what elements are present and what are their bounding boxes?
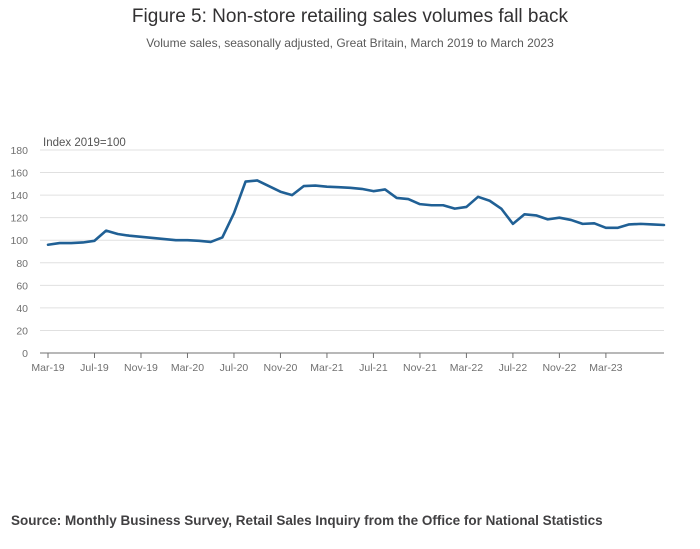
data-point (69, 241, 73, 245)
data-point (499, 207, 503, 211)
data-point (650, 222, 654, 226)
data-point (220, 235, 224, 239)
x-tick-label: Mar-21 (310, 362, 343, 374)
data-point (209, 240, 213, 244)
data-point (151, 236, 155, 240)
data-point (139, 235, 143, 239)
x-tick-label: Mar-19 (31, 362, 64, 374)
data-point (325, 185, 329, 189)
source-note: Source: Monthly Business Survey, Retail … (11, 513, 603, 528)
y-tick-label: 40 (16, 303, 28, 315)
data-point (604, 226, 608, 230)
data-point (174, 238, 178, 242)
series-layer (46, 178, 666, 247)
x-tick-label: Mar-20 (171, 362, 204, 374)
data-point (627, 222, 631, 226)
data-point (81, 240, 85, 244)
data-point (46, 243, 50, 247)
data-point (348, 186, 352, 190)
data-point (232, 211, 236, 215)
x-tick-label: Jul-19 (80, 362, 109, 374)
data-point (441, 203, 445, 207)
x-tick-label: Nov-21 (403, 362, 437, 374)
series-line-non-store-retailing (46, 179, 666, 247)
y-tick-label: 0 (22, 348, 28, 360)
data-point (569, 218, 573, 222)
data-point (639, 222, 643, 226)
data-point (371, 189, 375, 193)
data-point (337, 185, 341, 189)
y-axis-unit-label: Index 2019=100 (43, 137, 126, 149)
chart-subtitle: Volume sales, seasonally adjusted, Great… (146, 36, 554, 50)
data-point (464, 205, 468, 209)
y-tick-label: 180 (10, 145, 28, 157)
data-point (395, 196, 399, 200)
data-point (104, 229, 108, 233)
data-point (290, 193, 294, 197)
data-point (255, 178, 259, 182)
data-point (267, 184, 271, 188)
data-point (383, 187, 387, 191)
data-point (278, 190, 282, 194)
data-point (662, 223, 666, 227)
y-tick-label: 100 (10, 235, 28, 247)
data-point (453, 207, 457, 211)
y-tick-label: 160 (10, 168, 28, 180)
data-point (406, 197, 410, 201)
y-tick-label: 120 (10, 213, 28, 225)
data-point (418, 202, 422, 206)
x-tick-label: Mar-23 (589, 362, 622, 374)
data-point (523, 212, 527, 216)
data-point (511, 222, 515, 226)
data-point (546, 217, 550, 221)
x-tick-label: Nov-20 (264, 362, 298, 374)
data-point (92, 239, 96, 243)
data-point (313, 184, 317, 188)
data-point (302, 184, 306, 188)
data-point (116, 232, 120, 236)
y-tick-label: 80 (16, 258, 28, 270)
data-point (616, 226, 620, 230)
gridlines (40, 149, 664, 331)
data-point (162, 237, 166, 241)
data-point (476, 195, 480, 199)
data-point (581, 222, 585, 226)
data-point (185, 238, 189, 242)
data-point (592, 221, 596, 225)
y-tick-label: 140 (10, 190, 28, 202)
data-point (244, 180, 248, 184)
x-tick-label: Mar-22 (450, 362, 483, 374)
x-tick-label: Jul-20 (220, 362, 249, 374)
data-point (430, 203, 434, 207)
axes: 0 20 40 60 80 100 120 140 160 180 Mar-19 Jul-19 Nov-… (10, 145, 664, 374)
data-point (360, 187, 364, 191)
x-tick-label: Nov-22 (542, 362, 576, 374)
y-tick-label: 60 (16, 280, 28, 292)
data-point (488, 199, 492, 203)
chart-title: Figure 5: Non-store retailing sales volu… (131, 6, 569, 27)
x-tick-label: Nov-19 (124, 362, 158, 374)
y-tick-label: 20 (16, 325, 28, 337)
data-point (58, 241, 62, 245)
data-point (557, 216, 561, 220)
data-point (127, 234, 131, 238)
data-point (534, 213, 538, 217)
x-tick-label: Jul-22 (499, 362, 528, 374)
x-tick-label: Jul-21 (359, 362, 388, 374)
data-point (197, 239, 201, 243)
